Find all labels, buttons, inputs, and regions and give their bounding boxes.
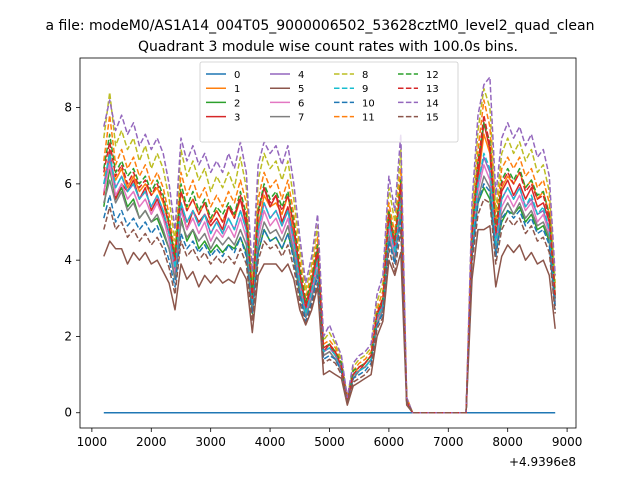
series-line-11 (103, 99, 556, 414)
x-tick-label: 2000 (136, 435, 167, 449)
legend-label-15: 15 (426, 113, 439, 124)
series-line-14 (103, 76, 556, 414)
legend-label-8: 8 (362, 70, 368, 81)
y-tick-label: 4 (64, 253, 72, 267)
figure-suptitle: a file: modeM0/AS1A14_004T05_9000006502_… (46, 18, 595, 34)
series-line-7 (103, 175, 556, 414)
x-tick-label: 8000 (492, 435, 523, 449)
series-line-5 (103, 225, 556, 414)
legend-frame (199, 61, 459, 143)
y-tick-label: 8 (64, 101, 72, 115)
axes-frame (79, 57, 577, 429)
plot-area: 1000 2000 3000 4000 5000 6000 7000 8000 9000 0 2 4 6… (64, 57, 583, 449)
series-line-13 (103, 114, 556, 414)
legend-label-10: 10 (362, 98, 375, 109)
series-line-9 (103, 152, 556, 414)
x-tick-label: 6000 (374, 435, 405, 449)
x-tick-label: 1000 (77, 435, 108, 449)
series-line-15 (103, 198, 556, 414)
legend-label-3: 3 (234, 113, 240, 124)
x-tick-label: 3000 (195, 435, 226, 449)
series-line-10 (103, 183, 556, 414)
legend-label-5: 5 (298, 84, 304, 95)
legend-label-0: 0 (234, 70, 240, 81)
legend-label-6: 6 (298, 98, 304, 109)
legend-label-14: 14 (426, 98, 439, 109)
legend-label-1: 1 (234, 84, 240, 95)
x-offset-text: +4.9396e8 (509, 455, 576, 469)
legend-label-7: 7 (298, 113, 304, 124)
x-tick-label: 7000 (433, 435, 464, 449)
legend-label-13: 13 (426, 84, 439, 95)
legend-label-4: 4 (298, 70, 304, 81)
legend-label-2: 2 (234, 98, 240, 109)
legend-label-12: 12 (426, 70, 439, 81)
x-tick-label: 5000 (314, 435, 345, 449)
chart-title: Quadrant 3 module wise count rates with … (138, 39, 518, 55)
y-tick-label: 2 (64, 329, 72, 343)
x-tick-label: 9000 (552, 435, 583, 449)
legend-label-9: 9 (362, 84, 368, 95)
legend-label-11: 11 (362, 113, 375, 124)
y-tick-label: 6 (64, 177, 72, 191)
x-tick-label: 4000 (255, 435, 286, 449)
y-tick-label: 0 (64, 406, 72, 420)
